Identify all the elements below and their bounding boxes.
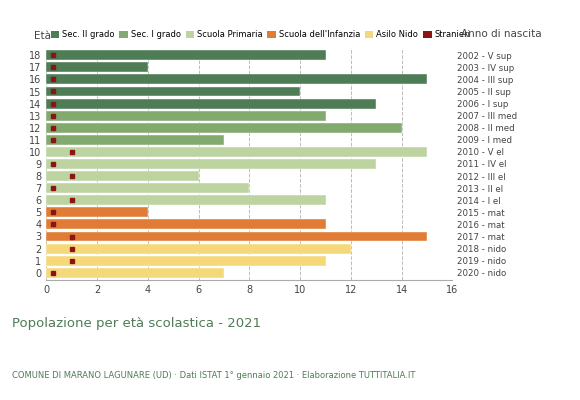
Bar bbox=[46, 244, 351, 254]
Bar bbox=[46, 147, 427, 157]
Bar bbox=[46, 171, 198, 181]
Bar bbox=[46, 111, 325, 121]
Bar bbox=[46, 74, 427, 84]
Text: Popolazione per età scolastica - 2021: Popolazione per età scolastica - 2021 bbox=[12, 317, 261, 330]
Bar bbox=[46, 232, 427, 242]
Bar bbox=[46, 183, 249, 193]
Bar bbox=[46, 123, 401, 133]
Bar bbox=[46, 207, 148, 217]
Bar bbox=[46, 220, 325, 229]
Text: COMUNE DI MARANO LAGUNARE (UD) · Dati ISTAT 1° gennaio 2021 · Elaborazione TUTTI: COMUNE DI MARANO LAGUNARE (UD) · Dati IS… bbox=[12, 371, 415, 380]
Text: Età: Età bbox=[34, 31, 50, 41]
Bar bbox=[46, 159, 376, 169]
Text: Anno di nascita: Anno di nascita bbox=[461, 29, 541, 39]
Bar bbox=[46, 62, 148, 72]
Bar bbox=[46, 99, 376, 108]
Bar bbox=[46, 50, 325, 60]
Bar bbox=[46, 268, 224, 278]
Bar bbox=[46, 195, 325, 205]
Bar bbox=[46, 135, 224, 145]
Legend: Sec. II grado, Sec. I grado, Scuola Primaria, Scuola dell'Infanzia, Asilo Nido, : Sec. II grado, Sec. I grado, Scuola Prim… bbox=[50, 30, 470, 39]
Bar bbox=[46, 256, 325, 266]
Bar bbox=[46, 86, 300, 96]
